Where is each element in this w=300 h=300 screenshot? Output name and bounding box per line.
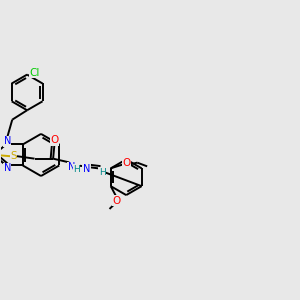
Text: N: N (4, 136, 11, 146)
Text: N: N (4, 164, 11, 173)
Text: O: O (122, 158, 130, 168)
Text: Cl: Cl (29, 68, 40, 78)
Text: O: O (112, 196, 120, 206)
Text: O: O (50, 135, 58, 145)
Text: H: H (99, 168, 106, 177)
Text: N: N (68, 162, 75, 172)
Text: H: H (73, 165, 80, 174)
Text: N: N (83, 164, 90, 174)
Text: S: S (10, 151, 17, 161)
